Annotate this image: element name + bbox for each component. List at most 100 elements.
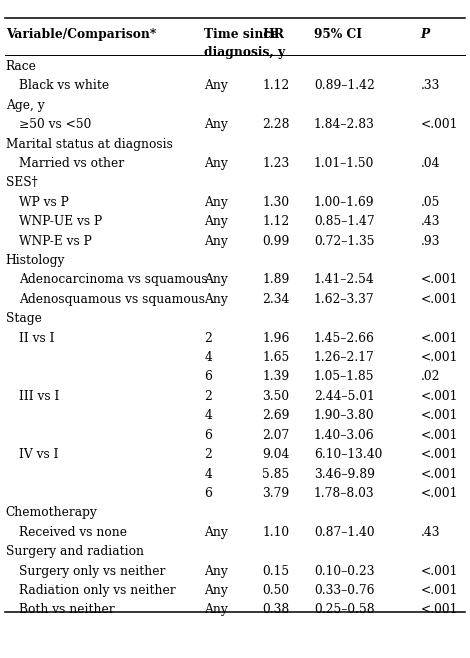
Text: <.001: <.001 (421, 603, 458, 617)
Text: 2: 2 (204, 448, 212, 461)
Text: 0.99: 0.99 (262, 234, 290, 247)
Text: .33: .33 (421, 79, 440, 92)
Text: WNP-E vs P: WNP-E vs P (19, 234, 92, 247)
Text: Any: Any (204, 234, 228, 247)
Text: WP vs P: WP vs P (19, 196, 69, 209)
Text: 3.46–9.89: 3.46–9.89 (314, 467, 375, 480)
Text: 1.10: 1.10 (262, 526, 290, 539)
Text: Radiation only vs neither: Radiation only vs neither (19, 584, 175, 597)
Text: Any: Any (204, 79, 228, 92)
Text: Both vs neither: Both vs neither (19, 603, 114, 617)
Text: 1.41–2.54: 1.41–2.54 (314, 274, 375, 286)
Text: 2.69: 2.69 (262, 409, 290, 422)
Text: <.001: <.001 (421, 274, 458, 286)
Text: HR: HR (262, 28, 284, 41)
Text: <.001: <.001 (421, 293, 458, 306)
Text: Age, y: Age, y (6, 99, 44, 112)
Text: 1.90–3.80: 1.90–3.80 (314, 409, 375, 422)
Text: Black vs white: Black vs white (19, 79, 109, 92)
Text: Surgery only vs neither: Surgery only vs neither (19, 565, 165, 578)
Text: P: P (421, 28, 430, 41)
Text: ≥50 vs <50: ≥50 vs <50 (19, 118, 91, 131)
Text: Any: Any (204, 274, 228, 286)
Text: 4: 4 (204, 351, 212, 364)
Text: Received vs none: Received vs none (19, 526, 127, 539)
Text: 1.00–1.69: 1.00–1.69 (314, 196, 375, 209)
Text: Race: Race (6, 60, 37, 73)
Text: 2: 2 (204, 332, 212, 345)
Text: diagnosis, y: diagnosis, y (204, 46, 286, 59)
Text: <.001: <.001 (421, 429, 458, 442)
Text: 4: 4 (204, 467, 212, 480)
Text: 1.12: 1.12 (262, 79, 290, 92)
Text: Any: Any (204, 157, 228, 170)
Text: 3.79: 3.79 (262, 487, 290, 500)
Text: 0.38: 0.38 (262, 603, 290, 617)
Text: Any: Any (204, 293, 228, 306)
Text: IV vs I: IV vs I (19, 448, 58, 461)
Text: 1.89: 1.89 (262, 274, 290, 286)
Text: Marital status at diagnosis: Marital status at diagnosis (6, 138, 172, 151)
Text: .04: .04 (421, 157, 440, 170)
Text: Any: Any (204, 215, 228, 228)
Text: <.001: <.001 (421, 584, 458, 597)
Text: <.001: <.001 (421, 409, 458, 422)
Text: WNP-UE vs P: WNP-UE vs P (19, 215, 102, 228)
Text: Variable/Comparison*: Variable/Comparison* (6, 28, 156, 41)
Text: Any: Any (204, 196, 228, 209)
Text: 1.39: 1.39 (262, 370, 290, 384)
Text: 2.34: 2.34 (262, 293, 290, 306)
Text: Any: Any (204, 118, 228, 131)
Text: Adenocarcinoma vs squamous: Adenocarcinoma vs squamous (19, 274, 207, 286)
Text: Any: Any (204, 526, 228, 539)
Text: 2: 2 (204, 390, 212, 403)
Text: .43: .43 (421, 215, 440, 228)
Text: .43: .43 (421, 526, 440, 539)
Text: 1.01–1.50: 1.01–1.50 (314, 157, 374, 170)
Text: SES†: SES† (6, 176, 38, 190)
Text: Any: Any (204, 584, 228, 597)
Text: Any: Any (204, 603, 228, 617)
Text: 1.30: 1.30 (262, 196, 290, 209)
Text: 0.33–0.76: 0.33–0.76 (314, 584, 375, 597)
Text: <.001: <.001 (421, 467, 458, 480)
Text: 6: 6 (204, 429, 212, 442)
Text: 2.07: 2.07 (262, 429, 290, 442)
Text: 1.62–3.37: 1.62–3.37 (314, 293, 375, 306)
Text: 0.89–1.42: 0.89–1.42 (314, 79, 375, 92)
Text: .05: .05 (421, 196, 440, 209)
Text: 0.72–1.35: 0.72–1.35 (314, 234, 375, 247)
Text: 2.28: 2.28 (262, 118, 290, 131)
Text: 1.23: 1.23 (262, 157, 290, 170)
Text: 1.40–3.06: 1.40–3.06 (314, 429, 375, 442)
Text: .93: .93 (421, 234, 440, 247)
Text: 0.15: 0.15 (262, 565, 290, 578)
Text: 1.12: 1.12 (262, 215, 290, 228)
Text: 4: 4 (204, 409, 212, 422)
Text: Surgery and radiation: Surgery and radiation (6, 545, 144, 558)
Text: <.001: <.001 (421, 390, 458, 403)
Text: <.001: <.001 (421, 448, 458, 461)
Text: II vs I: II vs I (19, 332, 55, 345)
Text: Histology: Histology (6, 254, 65, 267)
Text: .02: .02 (421, 370, 440, 384)
Text: 5.85: 5.85 (262, 467, 290, 480)
Text: 6: 6 (204, 370, 212, 384)
Text: 95% CI: 95% CI (314, 28, 362, 41)
Text: III vs I: III vs I (19, 390, 59, 403)
Text: 1.05–1.85: 1.05–1.85 (314, 370, 375, 384)
Text: Any: Any (204, 565, 228, 578)
Text: 0.85–1.47: 0.85–1.47 (314, 215, 375, 228)
Text: 6.10–13.40: 6.10–13.40 (314, 448, 382, 461)
Text: Married vs other: Married vs other (19, 157, 124, 170)
Text: Stage: Stage (6, 312, 41, 325)
Text: <.001: <.001 (421, 565, 458, 578)
Text: 1.96: 1.96 (262, 332, 290, 345)
Text: 0.87–1.40: 0.87–1.40 (314, 526, 375, 539)
Text: 1.84–2.83: 1.84–2.83 (314, 118, 375, 131)
Text: 2.44–5.01: 2.44–5.01 (314, 390, 375, 403)
Text: <.001: <.001 (421, 487, 458, 500)
Text: 0.10–0.23: 0.10–0.23 (314, 565, 375, 578)
Text: <.001: <.001 (421, 118, 458, 131)
Text: 0.50: 0.50 (262, 584, 290, 597)
